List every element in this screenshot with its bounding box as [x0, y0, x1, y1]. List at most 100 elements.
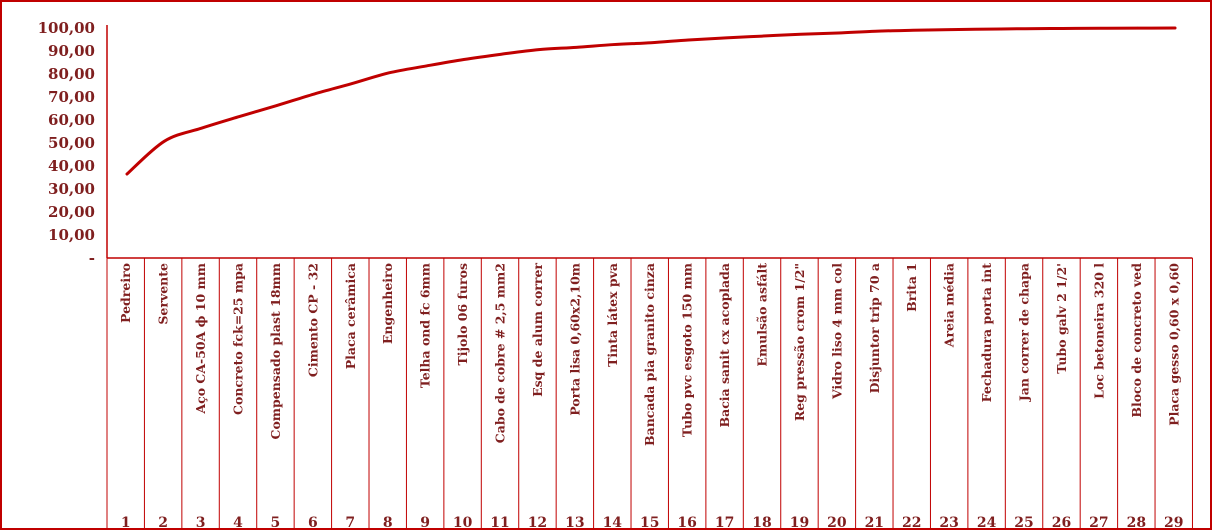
- category-number: 26: [1052, 515, 1071, 530]
- y-tick-label: 70,00: [48, 88, 95, 106]
- category-label: Esq de alum correr: [530, 263, 545, 397]
- y-tick-label: 20,00: [48, 203, 95, 221]
- category-labels: Pedreiro Servente Aço CA-50A ϕ 10 mm Concre…: [118, 263, 1181, 446]
- category-number: 27: [1089, 515, 1108, 530]
- y-tick-label: 30,00: [48, 180, 95, 198]
- category-number: 3: [196, 515, 206, 530]
- category-label: Placa cerâmica: [343, 263, 358, 369]
- data-point: [350, 82, 353, 85]
- category-number: 29: [1164, 515, 1183, 530]
- category-number: 23: [939, 515, 958, 530]
- data-point: [537, 48, 540, 51]
- category-number: 24: [977, 515, 997, 530]
- y-tick-label: 50,00: [48, 134, 95, 152]
- category-label: Telha ond fc 6mm: [418, 263, 433, 388]
- category-label: Pedreiro: [118, 263, 133, 323]
- category-label: Brita 1: [904, 263, 919, 312]
- category-label: Vidro liso 4 mm col: [829, 263, 844, 400]
- data-point: [874, 30, 877, 33]
- category-number: 18: [752, 515, 771, 530]
- category-number: 25: [1014, 515, 1033, 530]
- data-point: [1136, 26, 1139, 30]
- data-point: [462, 58, 466, 61]
- category-label: Fechadura porta int: [979, 263, 994, 403]
- category-label: Placa gesso 0,60 x 0,60: [1166, 263, 1181, 426]
- category-number: 12: [528, 515, 547, 530]
- data-point: [1098, 27, 1102, 30]
- category-label: Jan correr de chapa: [1017, 263, 1032, 402]
- data-point: [836, 31, 840, 35]
- y-tick-label: 60,00: [48, 111, 95, 129]
- y-axis: - 10,00 20,00 30,00 40,00 50,00 60,00 70,00 80,0…: [38, 19, 108, 267]
- data-point: [238, 115, 241, 118]
- data-point: [1173, 26, 1177, 30]
- data-point: [911, 29, 915, 32]
- data-point: [687, 38, 690, 42]
- category-number: 20: [827, 515, 847, 530]
- data-point: [612, 43, 615, 46]
- category-label: Tijolo 06 furos: [455, 263, 470, 366]
- data-point: [1061, 27, 1064, 30]
- y-tick-label: 10,00: [48, 226, 95, 244]
- category-label: Cimento CP - 32: [305, 263, 320, 377]
- data-point: [1024, 27, 1027, 30]
- category-number: 16: [677, 515, 696, 530]
- category-table: [106, 257, 1193, 530]
- data-point: [762, 34, 765, 38]
- category-label: Cabo de cobre # 2,5 mm2: [493, 263, 508, 443]
- data-point: [163, 139, 166, 143]
- category-label: Bancada pia granito cinza: [642, 263, 657, 446]
- category-number: 17: [715, 515, 734, 530]
- category-label: Areia média: [942, 263, 957, 348]
- category-label: Reg pressão crom 1/2": [792, 263, 807, 421]
- category-number: 28: [1127, 515, 1146, 530]
- data-point: [649, 41, 653, 44]
- category-number: 22: [902, 515, 921, 530]
- category-number: 1: [121, 515, 131, 530]
- data-point: [387, 71, 391, 75]
- category-number: 11: [490, 515, 509, 530]
- category-number: 5: [271, 515, 281, 530]
- category-label: Tinta látex pva: [605, 263, 620, 367]
- data-point: [200, 126, 204, 130]
- category-label: Compensado plast 18mm: [268, 263, 283, 439]
- category-label: Concreto fck=25 mpa: [231, 263, 246, 415]
- category-label: Servente: [156, 263, 171, 325]
- category-number: 15: [640, 515, 659, 530]
- category-number: 6: [308, 515, 318, 530]
- category-label: Emulsão asfált: [755, 263, 770, 367]
- y-tick-label: 40,00: [48, 157, 95, 175]
- data-point: [724, 36, 728, 40]
- series-cumulative: [125, 26, 1177, 176]
- y-tick-label: 100,00: [38, 19, 95, 37]
- data-point: [425, 64, 428, 68]
- category-number: 7: [345, 515, 355, 530]
- category-label: Loc betoneira 320 l: [1091, 263, 1106, 399]
- data-point: [500, 53, 503, 56]
- data-point: [799, 33, 802, 36]
- data-point: [574, 46, 578, 49]
- category-number: 19: [790, 515, 809, 530]
- category-number: 2: [158, 515, 168, 530]
- data-point: [312, 92, 316, 96]
- category-label: Tubo galv 2 1/2': [1054, 263, 1069, 374]
- category-numbers: 1 2 3 4 5 6 7 8 9 10 11 12 13 14 15 16 17 18 19 20 21 22 23 24 2…: [121, 515, 1184, 530]
- data-point: [125, 172, 129, 176]
- y-tick-label: 80,00: [48, 65, 95, 83]
- data-point: [986, 27, 990, 31]
- category-label: Bloco de concreto ved: [1129, 263, 1144, 418]
- category-label: Tubo pvc esgoto 150 mm: [680, 263, 695, 437]
- y-tick-label: 90,00: [48, 42, 95, 60]
- category-label: Aço CA-50A ϕ 10 mm: [193, 263, 208, 415]
- category-number: 4: [233, 515, 243, 530]
- data-point: [275, 104, 278, 107]
- category-label: Porta lisa 0,60x2,10m: [567, 263, 582, 416]
- category-number: 10: [453, 515, 473, 530]
- category-label: Engenheiro: [380, 263, 395, 344]
- category-label: Bacia sanit cx acoplada: [717, 263, 732, 427]
- category-number: 8: [383, 515, 393, 530]
- y-tick-label: -: [89, 249, 95, 267]
